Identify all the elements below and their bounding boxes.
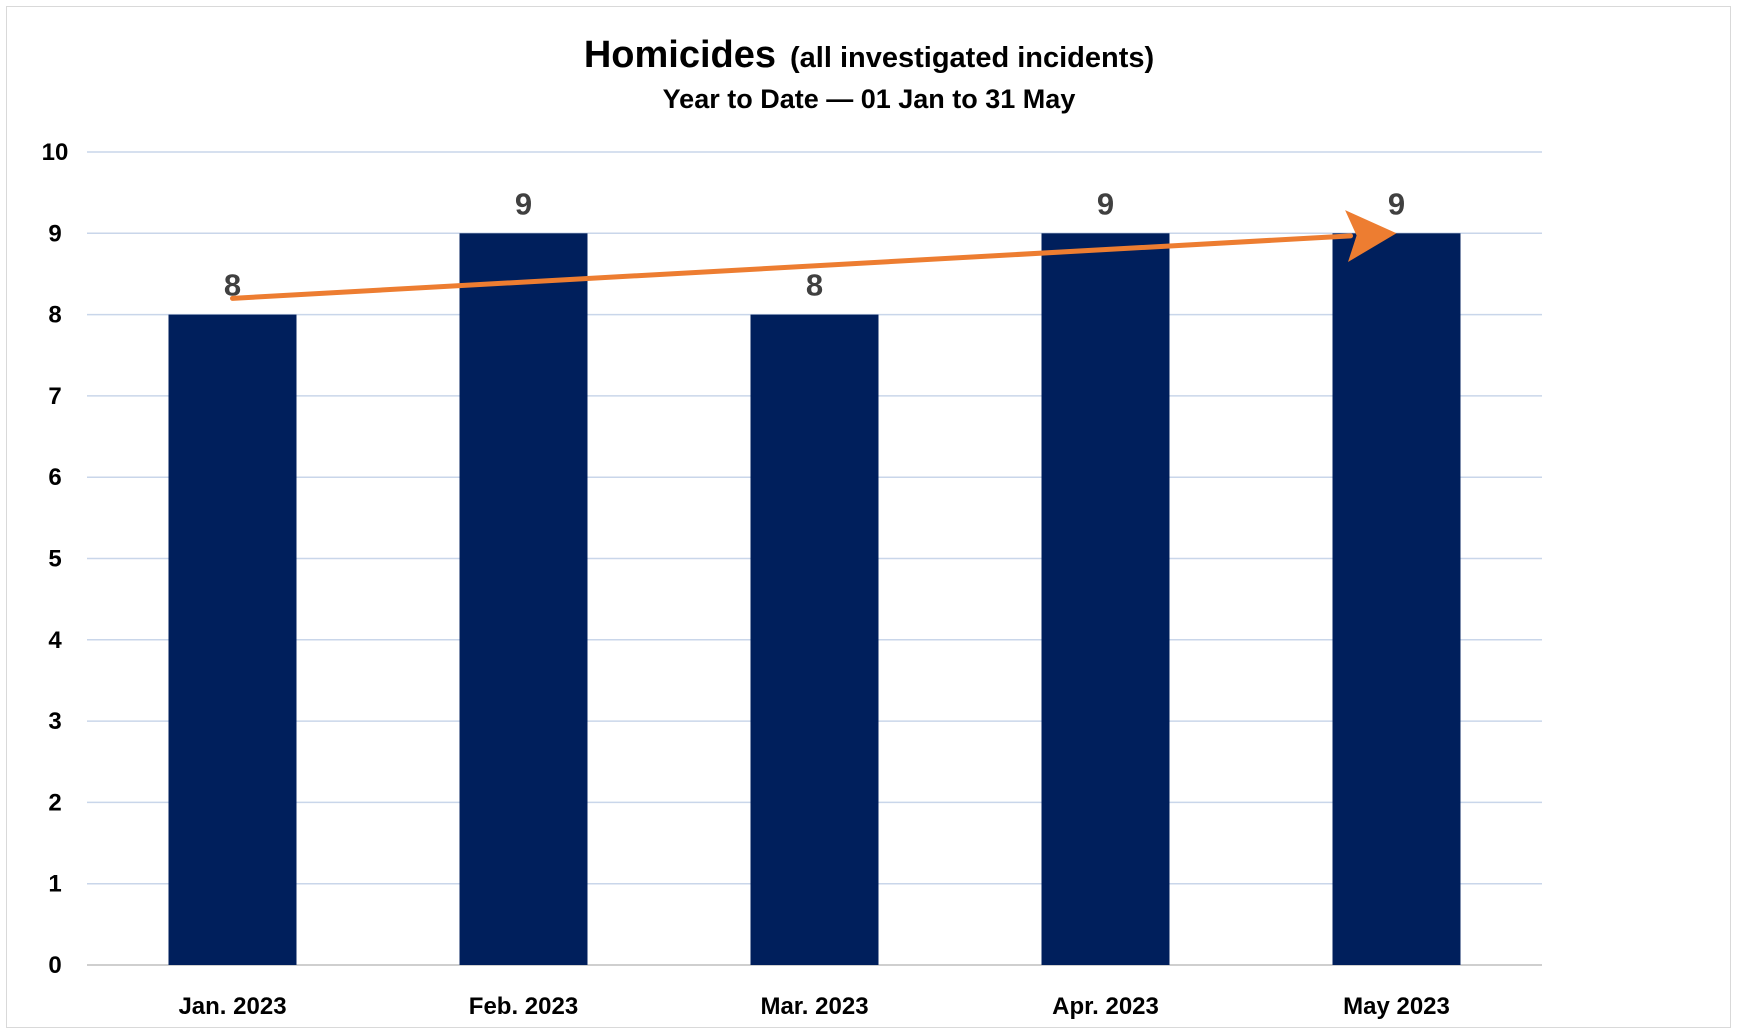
bars xyxy=(168,233,1461,966)
y-tick-label: 8 xyxy=(48,302,61,329)
chart-title-main: Homicides xyxy=(584,34,776,76)
chart-frame: Homicides (all investigated incidents) Y… xyxy=(6,6,1731,1028)
y-tick-label: 4 xyxy=(48,627,62,654)
y-tick-label: 5 xyxy=(48,546,61,573)
y-tick-label: 10 xyxy=(42,139,69,166)
data-labels: 8 9 8 9 9 xyxy=(224,186,1405,302)
x-tick-label: Mar. 2023 xyxy=(760,993,868,1020)
y-tick-label: 9 xyxy=(48,220,61,247)
y-tick-label: 7 xyxy=(48,383,61,410)
y-axis-tick-labels: 0 1 2 3 4 5 6 7 8 9 10 xyxy=(42,139,69,979)
chart-title: Homicides (all investigated incidents) xyxy=(584,34,1154,76)
data-label: 8 xyxy=(806,268,823,303)
bar xyxy=(1332,233,1461,966)
bar xyxy=(1041,233,1170,966)
chart-subtitle: Year to Date — 01 Jan to 31 May xyxy=(663,84,1076,114)
data-label: 9 xyxy=(1388,186,1405,221)
data-label: 9 xyxy=(515,186,532,221)
y-tick-label: 3 xyxy=(48,708,61,735)
y-tick-label: 2 xyxy=(48,789,61,816)
x-tick-label: Feb. 2023 xyxy=(469,993,578,1020)
chart-title-suffix: (all investigated incidents) xyxy=(790,42,1154,74)
x-axis-tick-labels: Jan. 2023 Feb. 2023 Mar. 2023 Apr. 2023 May … xyxy=(178,993,1449,1020)
x-tick-label: Jan. 2023 xyxy=(178,993,286,1020)
y-tick-label: 1 xyxy=(48,871,61,898)
bar xyxy=(459,233,588,966)
bar xyxy=(168,314,297,966)
x-tick-label: Apr. 2023 xyxy=(1052,993,1159,1020)
y-tick-label: 0 xyxy=(48,952,61,979)
y-tick-label: 6 xyxy=(48,464,61,491)
bar xyxy=(750,314,879,966)
data-label: 9 xyxy=(1097,186,1114,221)
data-label: 8 xyxy=(224,268,241,303)
trend-arrow-shaft xyxy=(230,233,1354,301)
x-tick-label: May 2023 xyxy=(1343,993,1450,1020)
chart-svg: Homicides (all investigated incidents) Y… xyxy=(42,34,1542,1020)
trend-arrow xyxy=(230,210,1397,301)
trend-arrow-head xyxy=(1345,210,1397,262)
